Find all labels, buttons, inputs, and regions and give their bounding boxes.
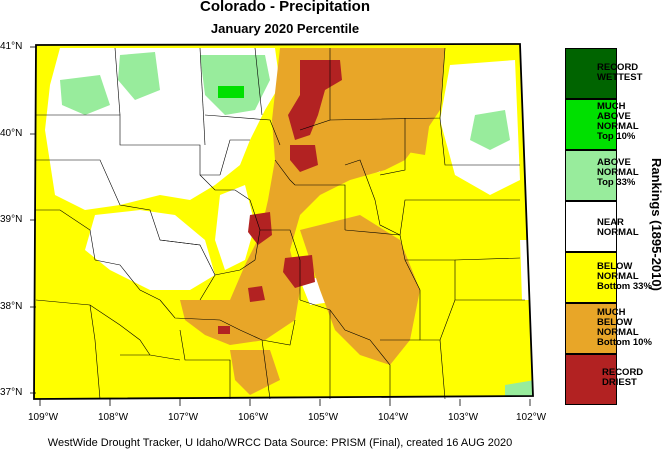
percentile-raster xyxy=(34,44,533,399)
lon-tick-108: 108°W xyxy=(98,412,129,423)
lat-tick-37: 37°N xyxy=(0,387,23,398)
legend-label-much-above-normal: MUCH ABOVE NORMAL Top 10% xyxy=(597,101,639,142)
data-source-credit: WestWide Drought Tracker, U Idaho/WRCC D… xyxy=(47,437,513,449)
legend-swatch-below-normal xyxy=(565,252,617,303)
lat-tick-38: 38°N xyxy=(0,301,23,312)
county-boundaries xyxy=(35,47,525,400)
legend-swatch-much-below-normal xyxy=(565,303,617,354)
legend-swatch-much-above-normal xyxy=(565,99,617,150)
lon-tick-106: 106°W xyxy=(238,412,269,423)
legend-swatch-record-wettest xyxy=(565,48,617,99)
lon-tick-102: 102°W xyxy=(516,412,547,423)
legend-swatch-above-normal xyxy=(565,150,617,201)
legend-swatch-near-normal xyxy=(565,201,617,252)
lat-tick-40: 40°N xyxy=(0,128,23,139)
lon-tick-104: 104°W xyxy=(378,412,409,423)
lon-tick-107: 107°W xyxy=(168,412,199,423)
lon-tick-109: 109°W xyxy=(28,412,59,423)
legend-axis-title: Rankings (1895-2010) xyxy=(649,158,664,291)
lat-tick-39: 39°N xyxy=(0,214,23,225)
legend-label-below-normal: BELOW NORMAL Bottom 33% xyxy=(597,261,652,292)
legend-label-much-below-normal: MUCH BELOW NORMAL Bottom 10% xyxy=(597,307,652,348)
map-title: Colorado - Precipitation xyxy=(199,0,370,15)
legend-label-above-normal: ABOVE NORMAL Top 33% xyxy=(597,157,639,188)
legend-swatch-record-driest xyxy=(565,354,617,405)
lat-tick-41: 41°N xyxy=(0,41,23,52)
legend-label-near-normal: NEAR NORMAL xyxy=(597,217,639,238)
state-boundary xyxy=(33,43,534,400)
axis-ticks xyxy=(30,46,531,406)
lon-tick-103: 103°W xyxy=(448,412,479,423)
legend-label-record-wettest: RECORD WETTEST xyxy=(597,62,643,83)
legend-label-record-driest: RECORD DRIEST xyxy=(602,367,644,388)
map-subtitle: January 2020 Percentile xyxy=(210,21,360,36)
lon-tick-105: 105°W xyxy=(308,412,339,423)
colorado-precipitation-map xyxy=(30,43,534,406)
